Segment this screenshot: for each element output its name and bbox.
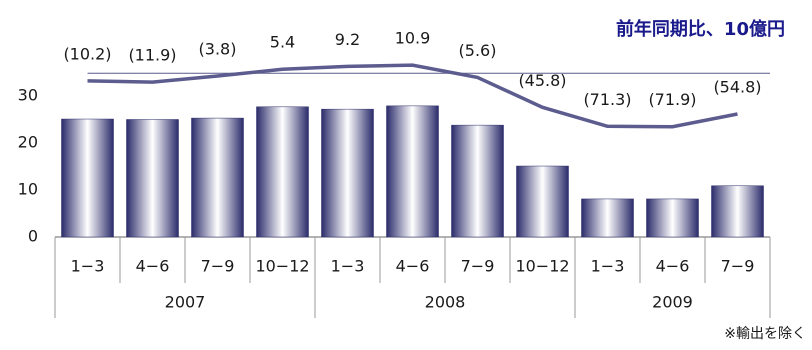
x-tick-label: 1−3: [591, 257, 625, 276]
bar: [646, 198, 699, 238]
y-tick-label: 20: [18, 133, 38, 152]
group-label: 2008: [425, 293, 466, 312]
data-label: (3.8): [199, 40, 237, 59]
data-label: (11.9): [128, 46, 176, 65]
y-tick-label: 30: [18, 86, 38, 105]
line: [87, 63, 738, 129]
data-label: (71.9): [648, 90, 696, 109]
x-tick-label: 7−9: [201, 257, 235, 276]
y-tick-label: 0: [28, 227, 38, 246]
x-tick-label: 10−12: [255, 257, 309, 276]
data-label: (71.3): [583, 90, 631, 109]
bar: [61, 118, 114, 238]
x-tick-label: 1−3: [331, 257, 365, 276]
bar: [451, 124, 504, 238]
data-label: (10.2): [63, 44, 111, 63]
y-tick-label: 10: [18, 180, 38, 199]
bar: [191, 117, 244, 238]
x-tick-label: 1−3: [71, 257, 105, 276]
bar: [126, 119, 179, 238]
bar: [581, 198, 634, 238]
x-tick-label: 4−6: [136, 257, 170, 276]
chart-title: 前年同期比、10億円: [616, 18, 785, 40]
bar: [386, 105, 439, 238]
data-label: (54.8): [713, 78, 761, 97]
data-label: 10.9: [395, 29, 431, 48]
bar: [321, 108, 374, 238]
x-tick-label: 4−6: [656, 257, 690, 276]
data-label: (45.8): [518, 71, 566, 90]
data-label: 5.4: [270, 33, 295, 52]
bar: [516, 165, 569, 238]
bar: [256, 106, 309, 238]
x-tick-label: 10−12: [515, 257, 569, 276]
group-label: 2007: [165, 293, 206, 312]
bar: [711, 185, 764, 238]
x-tick-label: 7−9: [461, 257, 495, 276]
data-label: (5.6): [459, 41, 497, 60]
data-label: 9.2: [335, 30, 360, 49]
x-tick-label: 4−6: [396, 257, 430, 276]
x-tick-label: 7−9: [721, 257, 755, 276]
note: ※輸出を除く: [724, 326, 806, 342]
group-label: 2009: [652, 293, 693, 312]
